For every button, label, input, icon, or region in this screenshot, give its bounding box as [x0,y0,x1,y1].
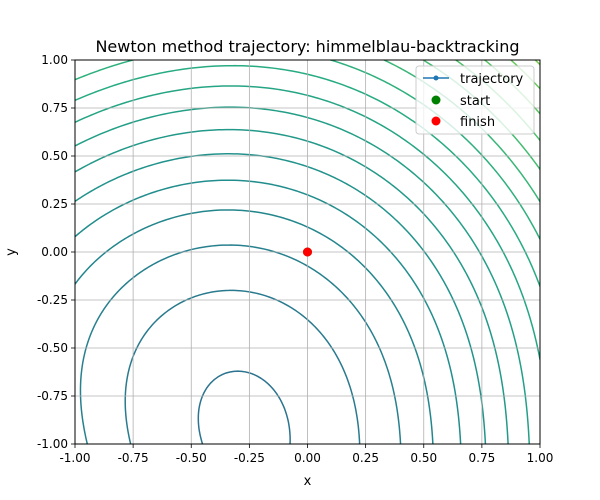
contour-lines [75,60,540,444]
x-tick-label: -0.25 [234,451,265,465]
legend-start-marker [431,95,441,105]
legend: trajectory start finish [415,65,535,135]
x-tick-label: 0.75 [469,451,496,465]
legend-start-label: start [460,94,490,109]
legend-box [415,65,535,135]
y-tick-label: 1.00 [41,53,68,67]
contour-level [124,289,361,444]
contour-level [534,60,540,66]
x-tick-label: 0.25 [352,451,379,465]
legend-trajectory-label: trajectory [460,72,524,87]
y-tick-label: -0.75 [37,389,68,403]
trajectory-marks [303,247,312,257]
contour-level [75,128,509,444]
x-tick-label: -0.75 [118,451,149,465]
y-tick-label: 0.00 [41,245,68,259]
contour-level [75,179,462,444]
y-tick-label: -0.25 [37,293,68,307]
y-tick-label: 0.25 [41,197,68,211]
x-tick-label: -0.50 [176,451,207,465]
y-axis-label: y [4,248,19,256]
chart-title: Newton method trajectory: himmelblau-bac… [95,37,519,56]
contour-level [75,209,434,444]
x-tick-label: 1.00 [527,451,554,465]
y-tick-label: 0.75 [41,101,68,115]
x-tick-label: 0.00 [294,451,321,465]
y-tick-label: -0.50 [37,341,68,355]
y-tick-label: 0.50 [41,149,68,163]
x-axis-label: x [304,474,312,489]
x-tick-label: 0.50 [410,451,437,465]
legend-finish-marker [431,116,441,126]
contour-level [197,370,291,444]
y-axis-ticks: -1.00 -0.75 -0.50 -0.25 0.00 0.25 0.50 0.75 1.00 [37,53,75,451]
x-tick-label: -1.00 [59,451,90,465]
legend-trajectory-marker [433,75,439,81]
legend-finish-label: finish [460,115,495,130]
y-tick-label: -1.00 [37,437,68,451]
contour-level [75,106,530,444]
x-axis-ticks: -1.00 -0.75 -0.50 -0.25 0.00 0.25 0.50 0.75 1.00 [59,444,553,465]
contour-level [79,244,402,444]
finish-point [303,247,312,257]
